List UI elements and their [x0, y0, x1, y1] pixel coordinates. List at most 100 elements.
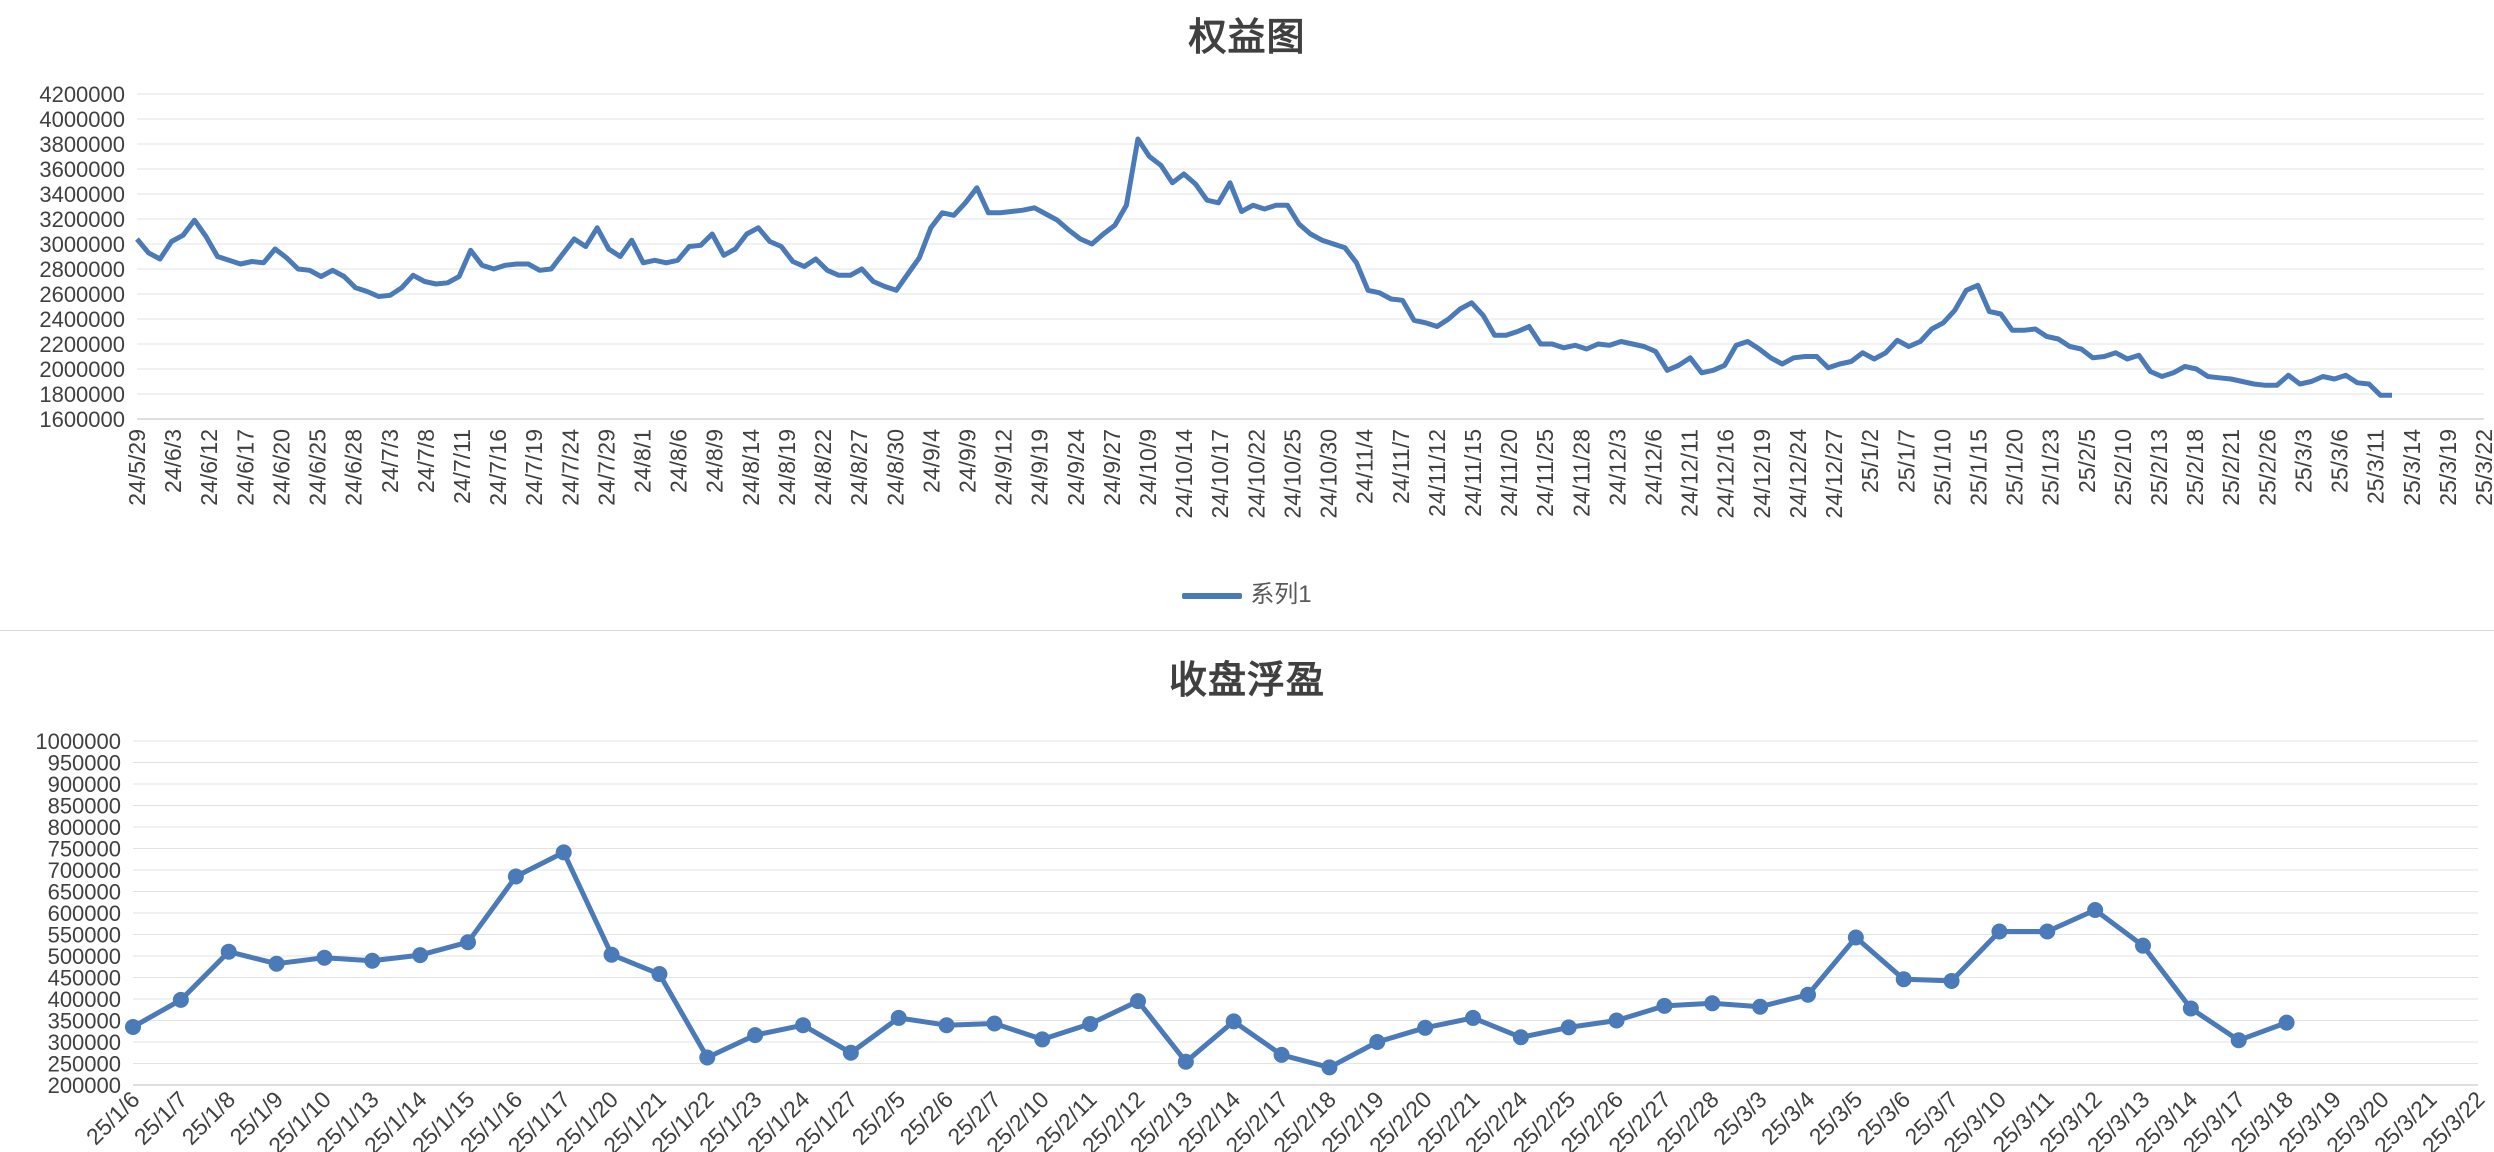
x-tick-label: 24/8/19: [774, 429, 800, 506]
data-point: [1560, 1019, 1577, 1036]
data-point: [2039, 923, 2056, 940]
x-tick-label: 24/11/4: [1352, 429, 1378, 504]
y-tick-label: 850000: [48, 794, 121, 819]
x-tick-label: 24/7/8: [413, 429, 439, 493]
x-tick-label: 25/1/2: [1857, 429, 1883, 493]
y-tick-label: 200000: [48, 1073, 121, 1098]
x-tick-label: 24/12/6: [1641, 429, 1667, 506]
x-tick-label: 25/3/19: [2435, 429, 2461, 506]
y-tick-label: 800000: [48, 815, 121, 840]
data-point: [1369, 1034, 1386, 1050]
y-tick-label: 2400000: [39, 307, 125, 332]
legend-line-swatch: [1182, 592, 1243, 599]
data-point: [220, 943, 237, 960]
y-tick-label: 750000: [48, 837, 121, 862]
x-tick-label: 25/2/13: [2146, 429, 2172, 506]
x-tick-label: 25/1/20: [2002, 429, 2028, 506]
y-tick-label: 350000: [48, 1009, 121, 1034]
y-tick-label: 4000000: [39, 107, 125, 132]
legend-label: 系列1: [1250, 581, 1312, 608]
x-tick-label: 24/6/25: [305, 429, 331, 506]
x-tick-label: 24/10/22: [1243, 429, 1269, 519]
data-point: [1656, 997, 1673, 1014]
data-point: [2182, 1000, 2199, 1017]
x-tick-label: 25/3/14: [2399, 429, 2425, 506]
x-tick-label: 24/9/19: [1027, 429, 1053, 506]
x-tick-label: 24/7/24: [557, 429, 583, 506]
x-tick-label: 25/3/3: [1708, 1086, 1772, 1150]
x-tick-label: 24/6/12: [196, 429, 222, 506]
x-tick-label: 25/2/5: [847, 1086, 911, 1150]
y-tick-label: 3600000: [39, 157, 125, 182]
y-tick-label: 2800000: [39, 257, 125, 282]
y-tick-label: 700000: [48, 858, 121, 883]
data-point: [2278, 1014, 2295, 1031]
y-tick-label: 1800000: [39, 382, 125, 407]
x-tick-label: 24/9/24: [1063, 429, 1089, 506]
x-tick-label: 24/12/27: [1821, 429, 1847, 519]
y-tick-label: 3800000: [39, 132, 125, 157]
x-tick-label: 25/3/3: [2290, 429, 2316, 493]
x-tick-label: 24/8/22: [810, 429, 836, 506]
data-point: [172, 991, 189, 1008]
data-point: [699, 1049, 716, 1066]
x-tick-label: 25/2/18: [2182, 429, 2208, 506]
y-tick-label: 600000: [48, 901, 121, 926]
x-tick-label: 24/11/12: [1424, 429, 1450, 517]
x-tick-label: 24/7/16: [485, 429, 511, 506]
data-point: [1417, 1019, 1434, 1036]
x-tick-label: 24/8/1: [630, 429, 656, 493]
y-tick-label: 250000: [48, 1052, 121, 1077]
x-tick-label: 25/1/10: [1929, 429, 1955, 506]
x-tick-label: 24/11/25: [1532, 429, 1558, 517]
x-tick-label: 24/8/14: [738, 429, 764, 506]
x-tick-label: 25/1/7: [129, 1086, 193, 1150]
floating-profit-chart-plot: 2000002500003000003500004000004500005000…: [35, 729, 2489, 1152]
y-tick-label: 3200000: [39, 207, 125, 232]
data-point: [2087, 901, 2104, 918]
x-tick-label: 25/2/26: [2254, 429, 2280, 506]
x-tick-label: 24/11/15: [1460, 429, 1486, 517]
x-tick-label: 24/6/20: [268, 429, 294, 506]
y-tick-label: 900000: [48, 772, 121, 797]
data-point: [1177, 1053, 1194, 1070]
x-tick-label: 24/10/30: [1316, 429, 1342, 519]
y-tick-label: 400000: [48, 987, 121, 1012]
y-tick-label: 500000: [48, 944, 121, 969]
x-tick-label: 24/9/12: [991, 429, 1017, 506]
y-tick-label: 300000: [48, 1030, 121, 1055]
data-point: [795, 1017, 811, 1034]
series-line: [131, 849, 2288, 1070]
x-tick-label: 24/8/30: [882, 429, 908, 506]
y-tick-label: 550000: [48, 923, 121, 948]
data-point: [986, 1015, 1003, 1032]
x-tick-label: 24/9/27: [1099, 429, 1125, 506]
y-tick-label: 950000: [48, 751, 121, 776]
x-tick-label: 24/7/11: [449, 429, 475, 504]
data-point: [1704, 995, 1721, 1012]
data-point: [1321, 1059, 1338, 1076]
x-tick-label: 24/11/20: [1496, 429, 1522, 517]
x-tick-label: 25/3/11: [2363, 429, 2389, 504]
x-tick-label: 25/1/15: [1965, 429, 1991, 506]
x-tick-label: 24/7/29: [593, 429, 619, 506]
panel-divider: [0, 630, 2494, 631]
y-tick-label: 2000000: [39, 357, 125, 382]
equity-chart-panel: 权益图 1600000 1800000 2000000 2200000 2400000 2…: [0, 17, 2494, 609]
data-point: [1847, 929, 1864, 946]
data-point: [555, 844, 572, 861]
x-tick-label: 24/6/28: [341, 429, 367, 506]
x-tick-label: 24/7/19: [521, 429, 547, 506]
x-tick-label: 24/12/11: [1677, 429, 1703, 517]
y-tick-label: 2200000: [39, 332, 125, 357]
x-tick-label: 24/10/9: [1135, 429, 1161, 506]
x-tick-label: 25/3/5: [1804, 1086, 1868, 1150]
data-point: [507, 868, 524, 885]
y-tick-label: 1600000: [39, 407, 125, 432]
chart-legend: 系列1: [0, 574, 2494, 609]
data-point: [412, 947, 429, 964]
x-tick-label: 24/10/17: [1207, 429, 1233, 519]
y-tick-label: 3000000: [39, 232, 125, 257]
x-tick-label: 24/9/4: [918, 429, 944, 493]
data-point: [890, 1009, 907, 1026]
